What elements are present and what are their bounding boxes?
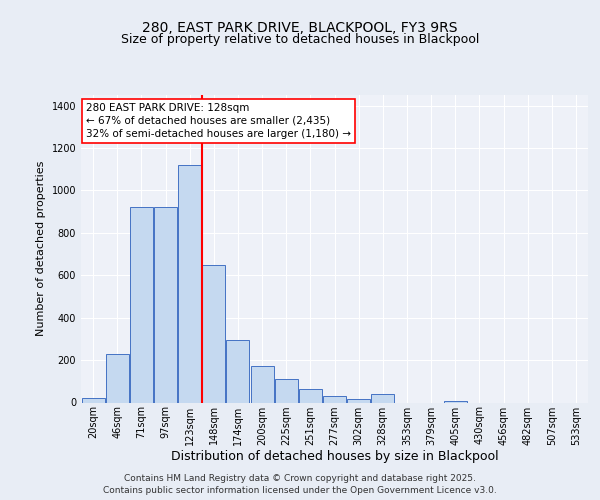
Bar [275,379,298,402]
Bar [371,394,394,402]
Text: 280 EAST PARK DRIVE: 128sqm
← 67% of detached houses are smaller (2,435)
32% of : 280 EAST PARK DRIVE: 128sqm ← 67% of det… [86,102,351,139]
Bar [82,398,104,402]
Bar [130,208,153,402]
Y-axis label: Number of detached properties: Number of detached properties [36,161,46,336]
Bar [226,340,250,402]
Text: Size of property relative to detached houses in Blackpool: Size of property relative to detached ho… [121,32,479,46]
Bar [299,388,322,402]
Bar [202,264,225,402]
Bar [106,354,128,403]
X-axis label: Distribution of detached houses by size in Blackpool: Distribution of detached houses by size … [170,450,499,464]
Bar [178,165,201,402]
Bar [323,396,346,402]
Bar [347,400,370,402]
Bar [251,366,274,402]
Text: 280, EAST PARK DRIVE, BLACKPOOL, FY3 9RS: 280, EAST PARK DRIVE, BLACKPOOL, FY3 9RS [142,20,458,34]
Text: Contains HM Land Registry data © Crown copyright and database right 2025.
Contai: Contains HM Land Registry data © Crown c… [103,474,497,495]
Bar [154,208,177,402]
